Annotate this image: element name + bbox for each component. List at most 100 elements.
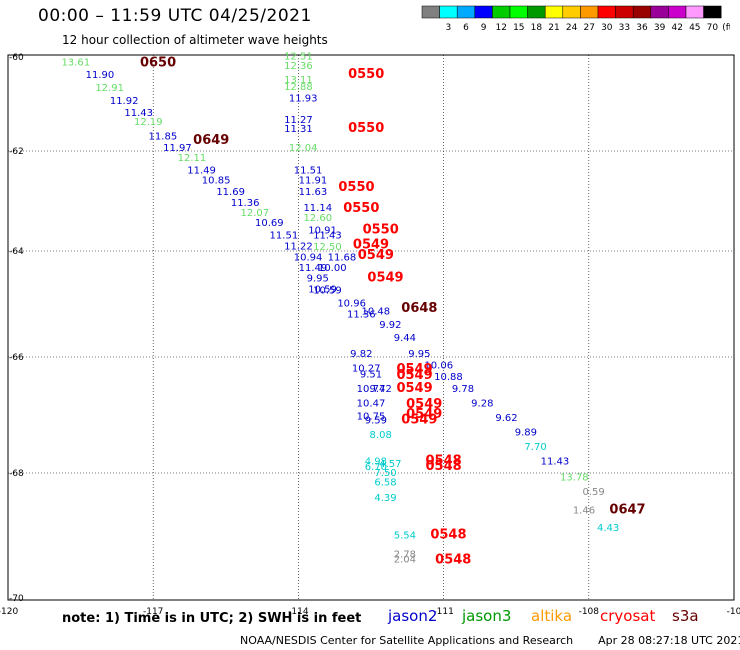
longitude-tick-label: -114 — [288, 607, 309, 617]
wave-height-label: 9.95 — [408, 349, 430, 360]
satellite-label-altika: altika — [531, 607, 573, 625]
wave-height-label: 9.28 — [471, 398, 493, 409]
pass-time-label: 0550 — [348, 67, 384, 82]
wave-height-label: 9.59 — [365, 416, 387, 427]
pass-time-label: 0549 — [406, 397, 442, 412]
pass-time-label: 0548 — [435, 553, 471, 568]
pass-time-label: 0550 — [363, 223, 399, 238]
wave-height-label: 11.68 — [328, 253, 357, 264]
map-frame — [7, 54, 735, 601]
pass-time-label: 0649 — [193, 133, 229, 148]
satellite-label-s3a: s3a — [672, 607, 699, 625]
wave-height-label: 9.89 — [515, 427, 537, 438]
wave-height-label: 6.58 — [374, 478, 396, 489]
pass-time-label: 0548 — [426, 453, 462, 468]
wave-height-label: 9.78 — [452, 384, 474, 395]
wave-height-label: 10.74 — [357, 384, 386, 395]
wave-height-label: 10.27 — [352, 364, 381, 375]
footer-credit: NOAA/NESDIS Center for Satellite Applica… — [240, 634, 740, 647]
footer-note: note: 1) Time is in UTC; 2) SWH is in fe… — [62, 611, 362, 626]
legend-label: 45 — [689, 23, 700, 33]
wave-height-label: 11.36 — [347, 309, 376, 320]
wave-height-label: 10.47 — [357, 398, 386, 409]
longitude-tick-label: -10 — [727, 607, 740, 617]
wave-height-label: 10.48 — [362, 307, 391, 318]
wave-height-label: 10.91 — [308, 226, 337, 237]
wave-height-label: 7.70 — [524, 442, 546, 453]
pass-time-label: 0549 — [406, 407, 442, 422]
longitude-tick-label: -120 — [0, 607, 18, 617]
longitude-tick-label: -117 — [143, 607, 163, 617]
pass-time-label: 0549 — [396, 368, 432, 383]
latitude-tick-label: -70 — [9, 594, 24, 604]
legend-label: 21 — [548, 23, 559, 33]
pass-time-label: 0549 — [353, 238, 389, 253]
wave-height-label: 13.78 — [560, 473, 589, 484]
legend-label: 6 — [463, 23, 469, 33]
wave-height-label: 1.46 — [573, 506, 595, 517]
page-title: 00:00 – 11:59 UTC 04/25/2021 — [38, 6, 312, 26]
wave-height-label: 9.51 — [360, 369, 382, 380]
legend-label: 42 — [671, 23, 682, 33]
wave-height-label: 6.70 — [365, 462, 387, 473]
pass-time-label: 0650 — [140, 55, 176, 70]
wave-height-label: 11.36 — [231, 198, 260, 209]
legend-label: 12 — [495, 23, 506, 33]
legend-label: 39 — [654, 23, 666, 33]
wave-height-label: 12.88 — [284, 82, 313, 93]
wave-height-label: 8.08 — [370, 430, 392, 441]
wave-height-label: 9.72 — [370, 384, 392, 395]
latitude-tick-label: -64 — [9, 247, 24, 257]
legend-label: 30 — [601, 23, 613, 33]
wave-height-label: 12.04 — [289, 143, 318, 154]
legend-label: 9 — [481, 23, 487, 33]
wave-height-label: 11.22 — [284, 242, 313, 253]
wave-height-label: 12.07 — [241, 208, 270, 219]
wave-height-label: 11.90 — [86, 70, 115, 81]
pass-time-label: 0647 — [609, 503, 645, 518]
generated-timestamp: Apr 28 08:27:18 UTC 2021 — [598, 634, 740, 647]
wave-height-label: 12.50 — [313, 242, 342, 253]
wave-height-label: 11.51 — [294, 166, 323, 177]
wave-height-label: 10.94 — [294, 253, 323, 264]
wave-height-label: 11.43 — [124, 108, 153, 119]
legend-unit: (ft) — [722, 23, 730, 33]
wave-height-label: 10.00 — [318, 263, 347, 274]
longitude-tick-label: -111 — [433, 607, 453, 617]
wave-height-label: 11.93 — [289, 94, 318, 105]
legend-label: 3 — [446, 23, 452, 33]
pass-time-label: 0549 — [358, 248, 394, 263]
wave-height-label: 10.85 — [202, 176, 231, 187]
wave-height-label: 11.63 — [299, 187, 328, 198]
wave-height-label: 10.59 — [313, 285, 342, 296]
legend-label: 33 — [619, 23, 630, 33]
wave-height-label: 9.95 — [307, 274, 329, 285]
wave-height-label: 4.39 — [374, 493, 396, 504]
wave-height-label: 9.92 — [379, 320, 401, 331]
wave-height-label: 12.91 — [95, 83, 124, 94]
satellite-label-jason2: jason2 — [388, 607, 438, 625]
pass-time-label: 0549 — [401, 413, 437, 428]
latitude-tick-label: -66 — [9, 353, 24, 363]
wave-height-label: 4.57 — [379, 459, 401, 470]
pass-time-label: 0550 — [348, 121, 384, 136]
wave-height-label: 11.49 — [187, 166, 216, 177]
pass-time-label: 0550 — [338, 180, 374, 195]
legend-label: 36 — [636, 23, 648, 33]
satellite-label-cryosat: cryosat — [600, 607, 656, 625]
wave-height-label: 11.69 — [216, 187, 245, 198]
pass-time-label: 0648 — [401, 301, 437, 316]
wave-height-label: 0.59 — [583, 487, 605, 498]
wave-height-label: 11.27 — [284, 115, 313, 126]
wave-height-label: 12.36 — [284, 61, 313, 72]
wave-height-label: 4.98 — [365, 456, 387, 467]
wave-height-label: 13.61 — [61, 57, 90, 68]
legend-label: 15 — [513, 23, 524, 33]
wave-height-label: 12.11 — [178, 153, 207, 164]
wave-height-label: 11.43 — [313, 231, 342, 242]
pass-time-label: 0549 — [367, 271, 403, 286]
wave-height-label: 9.82 — [350, 349, 372, 360]
wave-height-label: 10.75 — [357, 412, 386, 423]
satellite-label-jason3: jason3 — [462, 607, 512, 625]
